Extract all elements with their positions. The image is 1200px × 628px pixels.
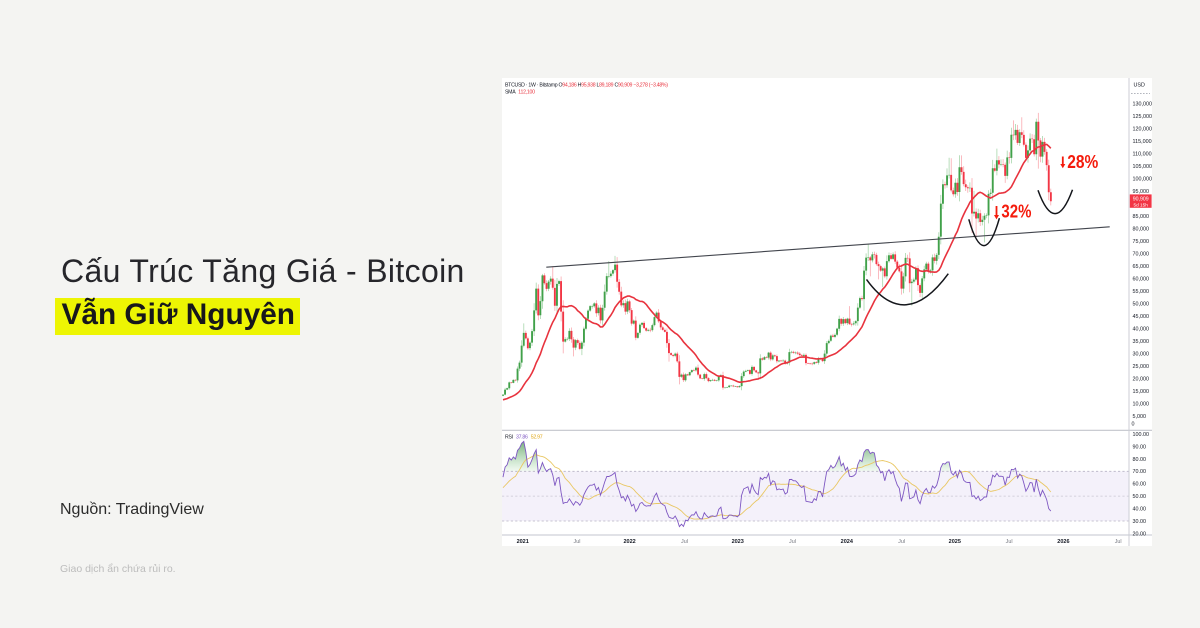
svg-text:70.00: 70.00 — [1133, 469, 1147, 475]
svg-text:100.00: 100.00 — [1133, 432, 1150, 438]
svg-text:125,000: 125,000 — [1133, 114, 1153, 120]
svg-text:2024: 2024 — [841, 539, 854, 545]
svg-text:2023: 2023 — [732, 539, 744, 545]
svg-text:2022: 2022 — [623, 539, 635, 545]
svg-text:15,000: 15,000 — [1133, 389, 1150, 395]
svg-text:USD: USD — [1134, 83, 1145, 89]
svg-text:10,000: 10,000 — [1133, 401, 1150, 407]
svg-text:80,000: 80,000 — [1133, 226, 1150, 232]
svg-text:Jul: Jul — [898, 539, 905, 545]
svg-text:30.00: 30.00 — [1133, 519, 1147, 525]
svg-text:40.00: 40.00 — [1133, 506, 1147, 512]
svg-text:120,000: 120,000 — [1133, 126, 1153, 132]
svg-text:100,000: 100,000 — [1133, 176, 1153, 182]
svg-text:35,000: 35,000 — [1133, 339, 1150, 345]
svg-text:Jul: Jul — [1006, 539, 1013, 545]
svg-text:20,000: 20,000 — [1133, 376, 1150, 382]
svg-text:60.00: 60.00 — [1133, 482, 1147, 488]
svg-text:28%: 28% — [1067, 151, 1098, 172]
svg-text:85,000: 85,000 — [1133, 214, 1150, 220]
svg-text:5,000: 5,000 — [1133, 414, 1147, 420]
svg-text:2025: 2025 — [949, 539, 961, 545]
svg-text:32%: 32% — [1001, 200, 1031, 221]
svg-text:65,000: 65,000 — [1133, 264, 1150, 270]
svg-text:110,000: 110,000 — [1133, 151, 1152, 157]
svg-text:50,000: 50,000 — [1133, 301, 1150, 307]
svg-text:80.00: 80.00 — [1133, 457, 1147, 463]
svg-text:95,000: 95,000 — [1133, 189, 1150, 195]
svg-text:2026: 2026 — [1057, 539, 1069, 545]
svg-text:60,000: 60,000 — [1133, 276, 1150, 282]
svg-text:90.00: 90.00 — [1133, 444, 1147, 450]
svg-text:105,000: 105,000 — [1133, 164, 1153, 170]
svg-text:30,000: 30,000 — [1133, 351, 1150, 357]
svg-text:45,000: 45,000 — [1133, 314, 1150, 320]
svg-text:70,000: 70,000 — [1133, 251, 1150, 257]
svg-text:Jul: Jul — [681, 539, 688, 545]
svg-text:2021: 2021 — [517, 539, 529, 545]
svg-text:50.00: 50.00 — [1133, 494, 1147, 500]
svg-text:55,000: 55,000 — [1133, 289, 1150, 295]
svg-text:115,000: 115,000 — [1133, 139, 1152, 145]
svg-text:SMA 112,100: SMA 112,100 — [505, 89, 535, 95]
svg-text:20.00: 20.00 — [1133, 531, 1147, 537]
svg-text:40,000: 40,000 — [1133, 326, 1150, 332]
svg-text:90,909: 90,909 — [1133, 196, 1149, 202]
svg-text:Jul: Jul — [1115, 539, 1122, 545]
svg-text:BTCUSD · 1W · Bitstamp O94,186: BTCUSD · 1W · Bitstamp O94,186 H95,938 L… — [505, 82, 668, 88]
svg-text:Jul: Jul — [574, 539, 581, 545]
svg-text:130,000: 130,000 — [1133, 101, 1153, 107]
svg-text:75,000: 75,000 — [1133, 239, 1150, 245]
svg-text:0: 0 — [1132, 422, 1135, 428]
svg-text:Jul: Jul — [789, 539, 796, 545]
svg-text:25,000: 25,000 — [1133, 364, 1150, 370]
svg-text:5d 15h: 5d 15h — [1134, 203, 1149, 208]
svg-text:RSI 37.86 52.97: RSI 37.86 52.97 — [505, 435, 543, 441]
